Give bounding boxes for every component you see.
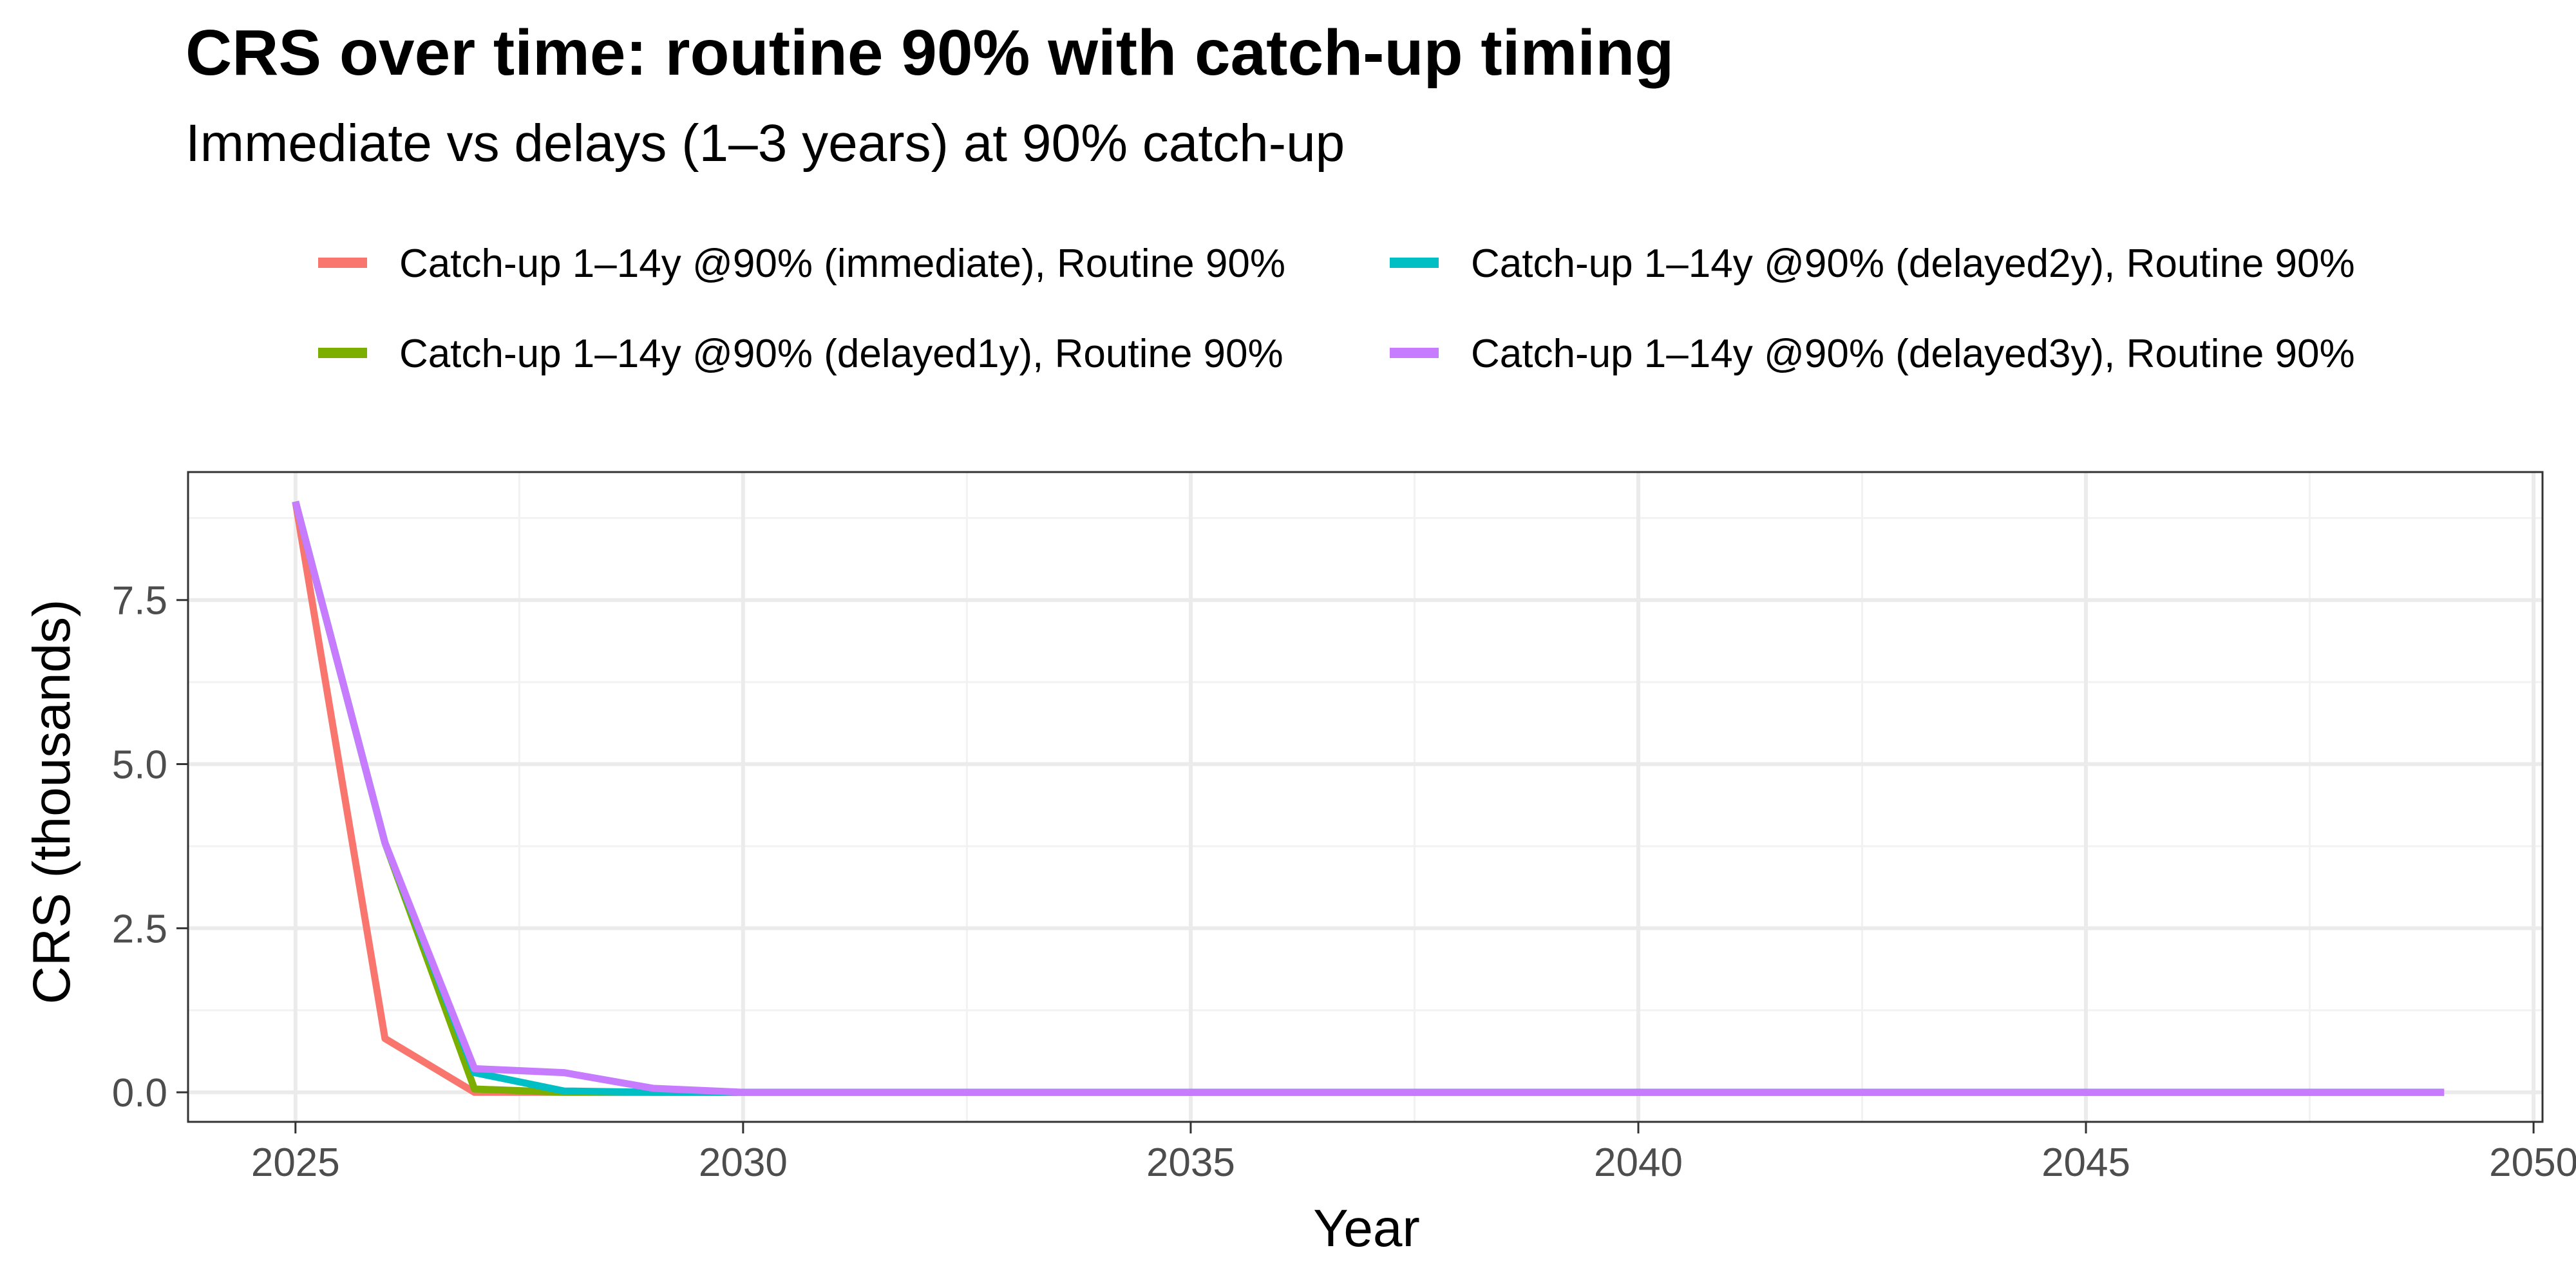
x-tick-label: 2030 — [699, 1141, 788, 1185]
y-axis-title: CRS (thousands) — [23, 600, 81, 1005]
x-tick-label: 2050 — [2489, 1141, 2576, 1185]
series-line-2 — [292, 500, 2445, 1096]
x-tick-label: 2045 — [2041, 1141, 2130, 1185]
x-tick-label: 2025 — [251, 1141, 340, 1185]
series-lines — [292, 500, 2445, 1096]
series-line-3 — [292, 500, 2445, 1096]
y-tick-label: 0.0 — [112, 1071, 167, 1115]
legend-label: Catch-up 1–14y @90% (immediate), Routine… — [399, 242, 1285, 286]
legend-label: Catch-up 1–14y @90% (delayed2y), Routine… — [1471, 242, 2355, 286]
x-tick-label: 2035 — [1146, 1141, 1235, 1185]
legend-item-1: Catch-up 1–14y @90% (delayed1y), Routine… — [318, 332, 1283, 376]
y-axis: 0.0 2.5 5.0 7.5 — [112, 579, 188, 1115]
legend-item-2: Catch-up 1–14y @90% (delayed2y), Routine… — [1390, 242, 2355, 286]
legend-label: Catch-up 1–14y @90% (delayed1y), Routine… — [399, 332, 1283, 376]
legend-item-0: Catch-up 1–14y @90% (immediate), Routine… — [318, 242, 1285, 286]
x-tick-label: 2040 — [1594, 1141, 1683, 1185]
chart-title: CRS over time: routine 90% with catch-up… — [185, 17, 1674, 89]
plot-panel-border — [187, 471, 2544, 1123]
legend: Catch-up 1–14y @90% (immediate), Routine… — [318, 242, 2355, 376]
x-axis-title: Year — [1313, 1199, 1420, 1258]
series-line-1 — [292, 500, 2445, 1096]
x-axis: 2025 2030 2035 2040 2045 2050 — [251, 1122, 2576, 1185]
series-line-0 — [292, 500, 2445, 1096]
gridlines — [188, 472, 2543, 1122]
legend-label: Catch-up 1–14y @90% (delayed3y), Routine… — [1471, 332, 2355, 376]
y-tick-label: 5.0 — [112, 743, 167, 788]
y-tick-label: 2.5 — [112, 907, 167, 951]
y-tick-label: 7.5 — [112, 579, 167, 623]
chart-subtitle: Immediate vs delays (1–3 years) at 90% c… — [185, 114, 1345, 173]
legend-item-3: Catch-up 1–14y @90% (delayed3y), Routine… — [1390, 332, 2355, 376]
